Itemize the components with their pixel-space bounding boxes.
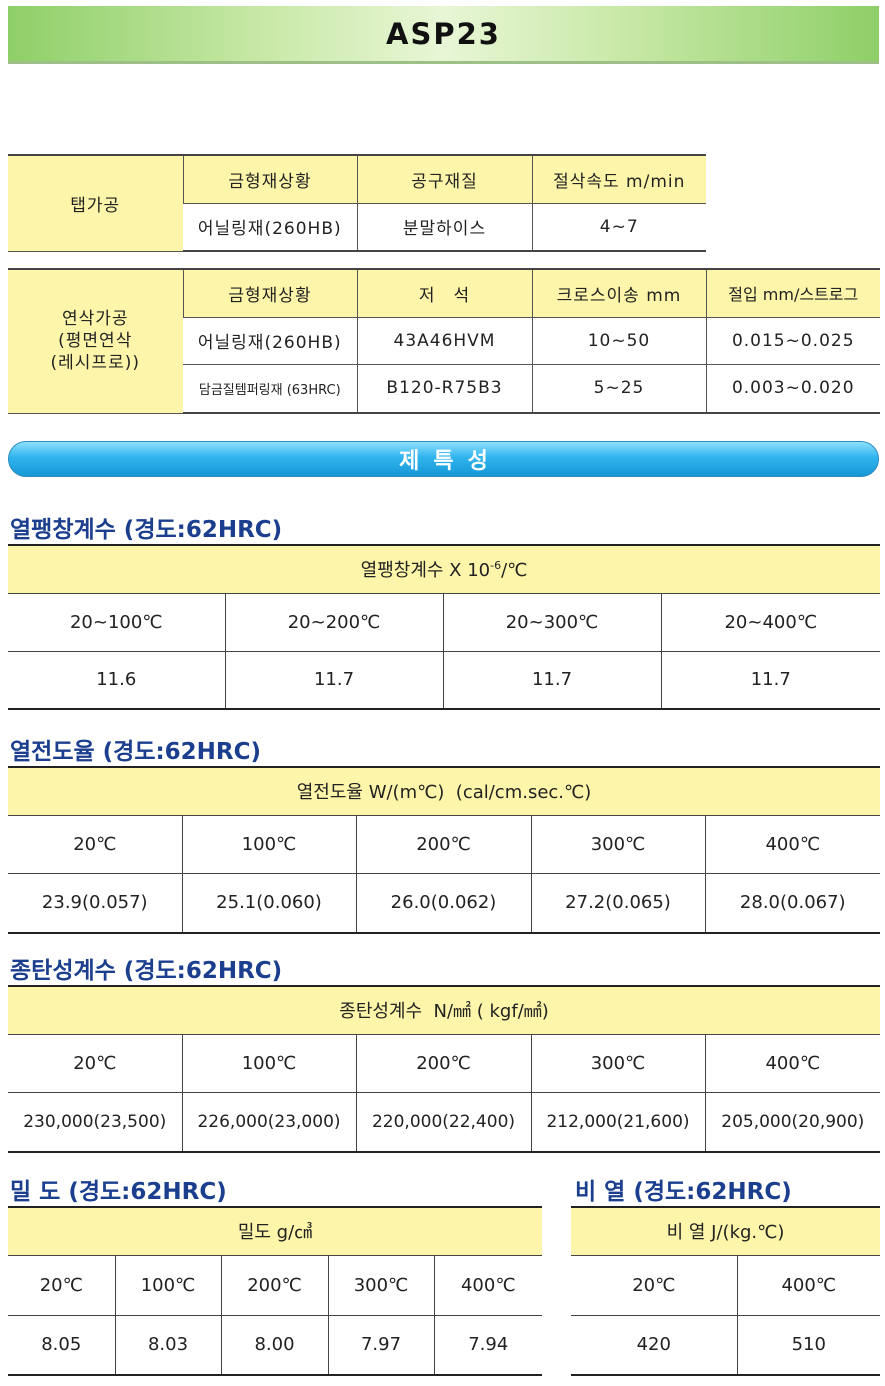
grind-header-condition: 금형재상황 — [182, 268, 357, 318]
value-cell: 220,000(22,400) — [355, 1092, 531, 1153]
temp-cell: 400℃ — [736, 1255, 880, 1316]
grind-cell: 5~25 — [531, 364, 706, 414]
elastic-modulus-header: 종탄성계수 N/㎟ ( kgf/㎟) — [8, 985, 881, 1035]
value-cell: 230,000(23,500) — [8, 1092, 182, 1153]
grind-cell: 어닐링재(260HB) — [183, 317, 357, 365]
temp-cell: 400℃ — [704, 815, 881, 874]
density-header: 밀도 g/㎤ — [8, 1206, 543, 1256]
grind-label-line: (평면연삭 — [58, 331, 133, 352]
grind-header-depth: 절입 mm/스트로그 — [705, 268, 880, 318]
grind-cell: 0.015~0.025 — [705, 317, 880, 365]
tap-cell-speed: 4~7 — [531, 203, 706, 252]
properties-banner-label: 제특성 — [399, 449, 502, 474]
value-cell: 11.6 — [8, 651, 225, 710]
tap-processing-table: 탭가공 금형재상황 공구재질 절삭속도 m/min 어닐링재(260HB) 분말… — [8, 154, 706, 252]
elastic-modulus-table: 종탄성계수 N/㎟ ( kgf/㎟) 20℃ 100℃ 200℃ 300℃ 40… — [8, 985, 881, 1153]
temp-cell: 20℃ — [8, 1255, 115, 1316]
tap-header-tool: 공구재질 — [356, 154, 532, 204]
thermal-expansion-header: 열팽창계수 X 10-6/℃ — [8, 544, 881, 594]
specific-heat-table: 비 열 J/(kg.℃) 20℃ 400℃ 420 510 — [571, 1206, 880, 1376]
temp-cell: 400℃ — [704, 1034, 881, 1093]
temp-cell: 300℃ — [530, 815, 705, 874]
grinding-table: 연삭가공 (평면연삭 (레시프로)) 금형재상황 저 석 크로스이송 mm 절입… — [8, 268, 880, 414]
page-title: ASP23 — [386, 16, 501, 51]
value-cell: 420 — [571, 1315, 737, 1376]
grind-cell: 43A46HVM — [356, 317, 532, 365]
value-cell: 205,000(20,900) — [704, 1092, 881, 1153]
temp-cell: 20~300℃ — [442, 593, 661, 652]
temp-cell: 200℃ — [220, 1255, 328, 1316]
value-cell: 11.7 — [660, 651, 881, 710]
value-cell: 212,000(21,600) — [530, 1092, 705, 1153]
grind-cell: 0.003~0.020 — [705, 364, 880, 414]
temp-cell: 20~200℃ — [224, 593, 443, 652]
grind-label-line: (레시프로)) — [50, 353, 140, 374]
value-cell: 25.1(0.060) — [181, 873, 356, 934]
grind-label: 연삭가공 (평면연삭 (레시프로)) — [8, 268, 183, 414]
thermal-expansion-header-exponent: -6 — [490, 559, 502, 573]
thermal-expansion-header-unit: /℃ — [501, 560, 528, 582]
thermal-conductivity-table: 열전도율 W/(m℃) (cal/cm.sec.℃) 20℃ 100℃ 200℃… — [8, 766, 881, 934]
grind-cell: 담금질템퍼링재 (63HRC) — [183, 364, 357, 414]
value-cell: 7.97 — [327, 1315, 434, 1376]
density-title: 밀 도 (경도:62HRC) — [10, 1179, 227, 1205]
specific-heat-header: 비 열 J/(kg.℃) — [571, 1206, 880, 1256]
value-cell: 8.05 — [8, 1315, 115, 1376]
specific-heat-title: 비 열 (경도:62HRC) — [575, 1179, 792, 1205]
grind-cell: 10~50 — [531, 317, 706, 365]
tap-cell-condition: 어닐링재(260HB) — [183, 203, 357, 252]
value-cell: 7.94 — [433, 1315, 543, 1376]
value-cell: 226,000(23,000) — [181, 1092, 356, 1153]
value-cell: 27.2(0.065) — [530, 873, 705, 934]
temp-cell: 100℃ — [181, 1034, 356, 1093]
temp-cell: 20℃ — [8, 1034, 182, 1093]
thermal-conductivity-title: 열전도율 (경도:62HRC) — [10, 739, 262, 765]
grind-header-wheel: 저 석 — [356, 268, 532, 318]
density-table: 밀도 g/㎤ 20℃ 100℃ 200℃ 300℃ 400℃ 8.05 8.03… — [8, 1206, 543, 1376]
temp-cell: 400℃ — [433, 1255, 543, 1316]
temp-cell: 20℃ — [8, 815, 182, 874]
tap-cell-tool: 분말하이스 — [356, 203, 532, 252]
properties-banner: 제특성 — [8, 441, 879, 477]
elastic-modulus-title: 종탄성계수 (경도:62HRC) — [10, 958, 283, 984]
grind-header-cross-feed: 크로스이송 mm — [531, 268, 706, 318]
temp-cell: 300℃ — [530, 1034, 705, 1093]
value-cell: 23.9(0.057) — [8, 873, 182, 934]
temp-cell: 20℃ — [571, 1255, 737, 1316]
temp-cell: 200℃ — [355, 815, 531, 874]
thermal-expansion-title: 열팽창계수 (경도:62HRC) — [10, 517, 283, 543]
value-cell: 8.00 — [220, 1315, 328, 1376]
value-cell: 8.03 — [114, 1315, 221, 1376]
temp-cell: 100℃ — [114, 1255, 221, 1316]
temp-cell: 300℃ — [327, 1255, 434, 1316]
tap-header-condition: 금형재상황 — [182, 154, 357, 204]
grind-label-line: 연삭가공 — [61, 309, 129, 330]
temp-cell: 100℃ — [181, 815, 356, 874]
thermal-expansion-header-text: 열팽창계수 X 10 — [360, 560, 491, 582]
value-cell: 11.7 — [442, 651, 661, 710]
temp-cell: 20~100℃ — [8, 593, 225, 652]
temp-cell: 20~400℃ — [660, 593, 881, 652]
thermal-expansion-table: 열팽창계수 X 10-6/℃ 20~100℃ 20~200℃ 20~300℃ 2… — [8, 544, 881, 710]
value-cell: 11.7 — [224, 651, 443, 710]
tap-label: 탭가공 — [8, 154, 183, 252]
value-cell: 510 — [736, 1315, 880, 1376]
grind-cell: B120-R75B3 — [356, 364, 532, 414]
value-cell: 26.0(0.062) — [355, 873, 531, 934]
tap-header-speed: 절삭속도 m/min — [531, 154, 706, 204]
thermal-conductivity-header: 열전도율 W/(m℃) (cal/cm.sec.℃) — [8, 766, 881, 816]
temp-cell: 200℃ — [355, 1034, 531, 1093]
value-cell: 28.0(0.067) — [704, 873, 881, 934]
page-title-bar: ASP23 — [8, 6, 879, 64]
